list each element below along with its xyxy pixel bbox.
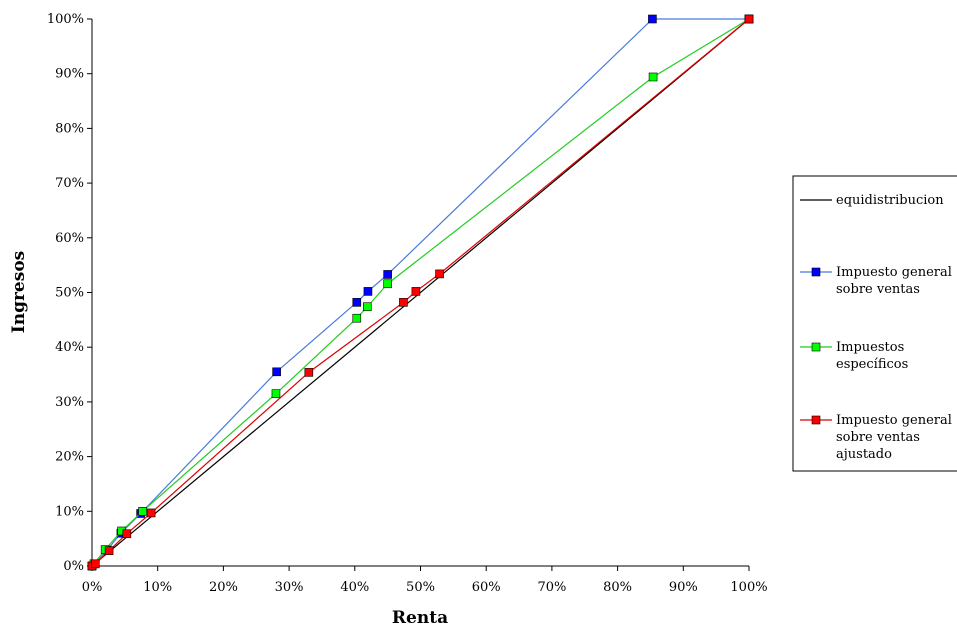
y-tick-label: 10% (55, 504, 84, 519)
data-point (648, 14, 657, 24)
legend-swatch-marker (811, 267, 821, 277)
data-point (399, 298, 408, 307)
y-tick-label: 0% (63, 559, 84, 574)
legend-swatch-marker (811, 342, 821, 352)
data-point (352, 313, 362, 323)
series-layer (87, 14, 754, 571)
y-tick-label: 60% (55, 231, 84, 246)
y-tick-label: 90% (55, 67, 84, 82)
data-point (90, 559, 100, 569)
y-tick-label: 80% (55, 121, 84, 136)
data-point (411, 287, 421, 296)
x-tick-label: 70% (537, 580, 566, 595)
data-point (362, 302, 372, 312)
data-point (352, 298, 362, 307)
y-axis-title: Ingresos (9, 251, 29, 333)
x-tick-label: 0% (82, 580, 103, 595)
y-tick-label: 50% (55, 286, 84, 301)
series-equidistribucion (91, 18, 750, 567)
data-point (383, 270, 392, 279)
legend-item: Impuestos específicos (800, 340, 908, 372)
x-tick-label: 20% (209, 580, 238, 595)
data-point (744, 14, 754, 24)
x-tick-label: 40% (340, 580, 369, 595)
data-point (146, 508, 156, 518)
x-tick-label: 10% (143, 580, 172, 595)
series-line (91, 18, 750, 567)
series-impuesto-general-sobre-ventas-ajustado (87, 14, 754, 571)
y-tick-label: 20% (55, 450, 84, 465)
data-point (272, 367, 281, 377)
legend: equidistribucion Impuesto general sobre ve… (792, 175, 957, 472)
x-tick-label: 100% (730, 580, 767, 595)
legend-label: sobre ventas (836, 282, 920, 297)
legend-label: específicos (836, 357, 908, 372)
y-tick-label: 40% (55, 340, 84, 355)
legend-box (792, 175, 957, 472)
legend-label: ajustado (836, 447, 892, 462)
legend-item: Impuesto general sobre ventas ajustado (800, 413, 952, 462)
legend-swatch-marker (811, 415, 821, 425)
y-tick-label: 30% (55, 395, 84, 410)
x-tick-label: 30% (275, 580, 304, 595)
legend-label: Impuesto general (836, 413, 952, 428)
data-point (363, 287, 373, 296)
axis-ticks: 0% 10% 20% 30% 40% 50% 60% 70% 80% 90% 100% 0% 10% 20… (47, 12, 768, 595)
data-point (104, 546, 114, 555)
x-axis-title: Renta (392, 608, 448, 628)
legend-label: sobre ventas (836, 430, 920, 445)
legend-label: equidistribucion (836, 193, 944, 208)
data-point (271, 389, 281, 398)
legend-item: Impuesto general sobre ventas (800, 265, 952, 297)
x-tick-label: 80% (603, 580, 632, 595)
data-point (138, 506, 147, 516)
data-point (122, 529, 132, 539)
series-line (91, 18, 750, 567)
legend-label: Impuesto general (836, 265, 952, 280)
x-tick-label: 60% (472, 580, 501, 595)
y-tick-label: 100% (47, 12, 84, 27)
data-point (304, 368, 314, 377)
legend-label: Impuestos (836, 340, 904, 355)
legend-item: equidistribucion (800, 193, 944, 208)
x-tick-label: 50% (406, 580, 435, 595)
y-tick-label: 70% (55, 176, 84, 191)
data-point (383, 279, 392, 289)
data-point (435, 269, 444, 279)
data-point (648, 72, 658, 82)
x-tick-label: 90% (669, 580, 698, 595)
